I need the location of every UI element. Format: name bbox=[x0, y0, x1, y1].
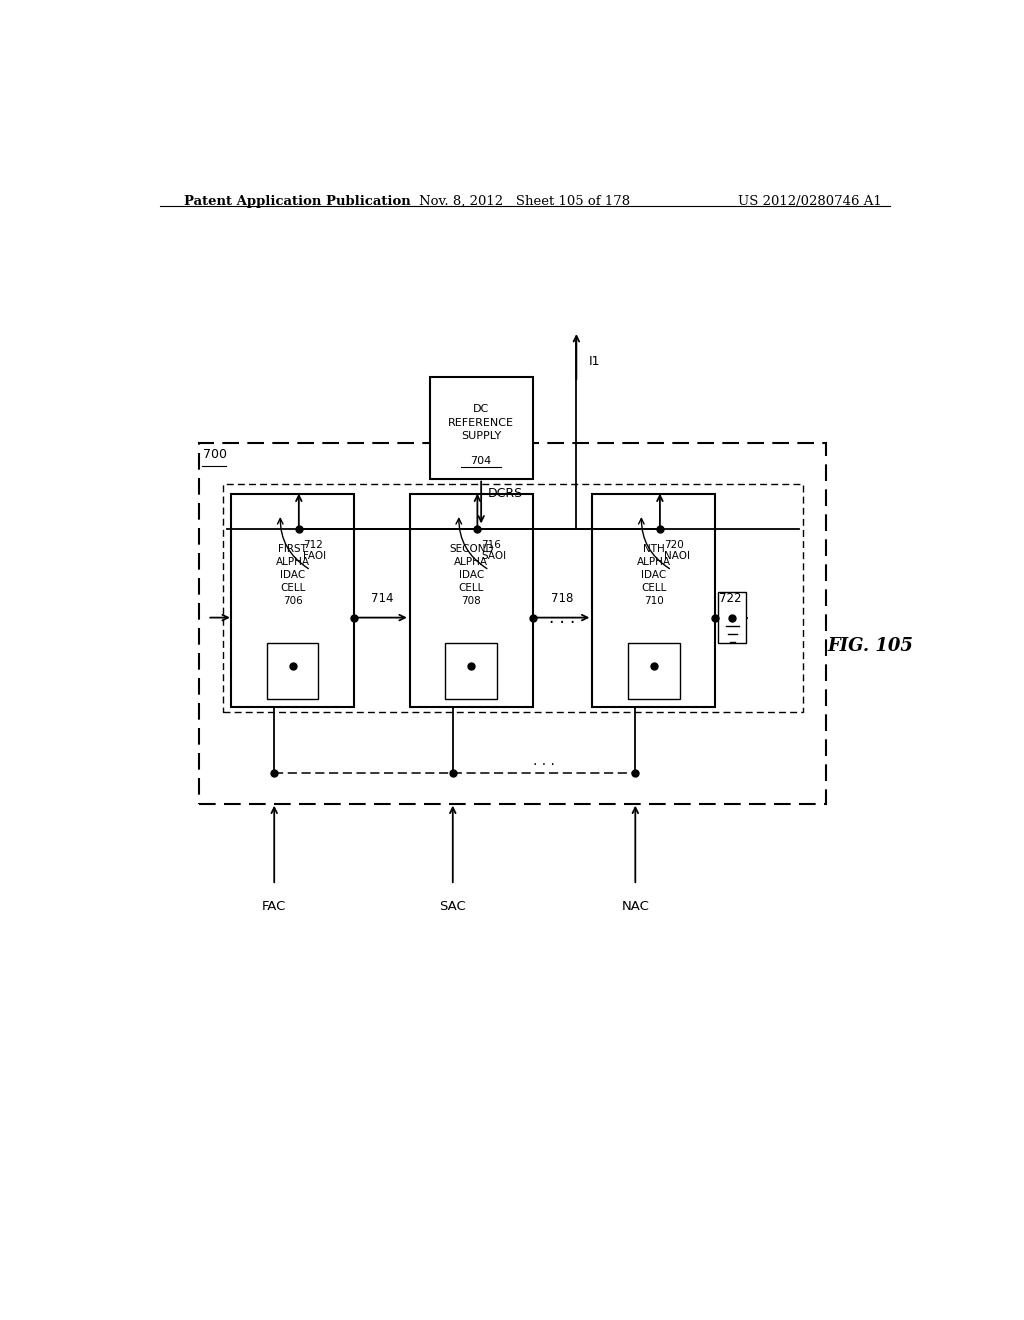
Text: I1: I1 bbox=[588, 355, 600, 368]
Text: . . .: . . . bbox=[549, 609, 575, 627]
Text: SECOND
ALPHA
IDAC
CELL
708: SECOND ALPHA IDAC CELL 708 bbox=[449, 544, 494, 606]
Text: NAC: NAC bbox=[622, 900, 649, 913]
Text: 704: 704 bbox=[470, 457, 492, 466]
Text: NTH
ALPHA
IDAC
CELL
710: NTH ALPHA IDAC CELL 710 bbox=[637, 544, 671, 606]
Bar bbox=[267, 643, 318, 700]
Bar bbox=[200, 444, 826, 804]
Bar bbox=[445, 643, 497, 700]
Bar bbox=[719, 593, 746, 643]
Text: US 2012/0280746 A1: US 2012/0280746 A1 bbox=[738, 195, 882, 209]
Text: 712
FAOI: 712 FAOI bbox=[303, 540, 326, 561]
Text: DC
REFERENCE
SUPPLY: DC REFERENCE SUPPLY bbox=[449, 404, 514, 441]
Text: Patent Application Publication: Patent Application Publication bbox=[183, 195, 411, 209]
Text: 722: 722 bbox=[719, 593, 741, 606]
Text: FAC: FAC bbox=[262, 900, 287, 913]
Text: 716
SAOI: 716 SAOI bbox=[481, 540, 507, 561]
Text: 720
NAOI: 720 NAOI bbox=[664, 540, 690, 561]
Text: Nov. 8, 2012   Sheet 105 of 178: Nov. 8, 2012 Sheet 105 of 178 bbox=[419, 195, 631, 209]
Bar bbox=[223, 483, 803, 713]
Text: SAC: SAC bbox=[439, 900, 466, 913]
Bar bbox=[592, 494, 715, 708]
Text: FIG. 105: FIG. 105 bbox=[827, 638, 913, 655]
Bar bbox=[430, 378, 532, 479]
Text: 700: 700 bbox=[204, 447, 227, 461]
Text: . . .: . . . bbox=[534, 754, 555, 768]
Bar bbox=[231, 494, 354, 708]
Bar bbox=[628, 643, 680, 700]
Text: FIRST
ALPHA
IDAC
CELL
706: FIRST ALPHA IDAC CELL 706 bbox=[275, 544, 309, 606]
Text: 714: 714 bbox=[371, 593, 393, 606]
Text: 718: 718 bbox=[551, 593, 573, 606]
Text: DCRS: DCRS bbox=[487, 487, 522, 500]
Bar bbox=[410, 494, 532, 708]
